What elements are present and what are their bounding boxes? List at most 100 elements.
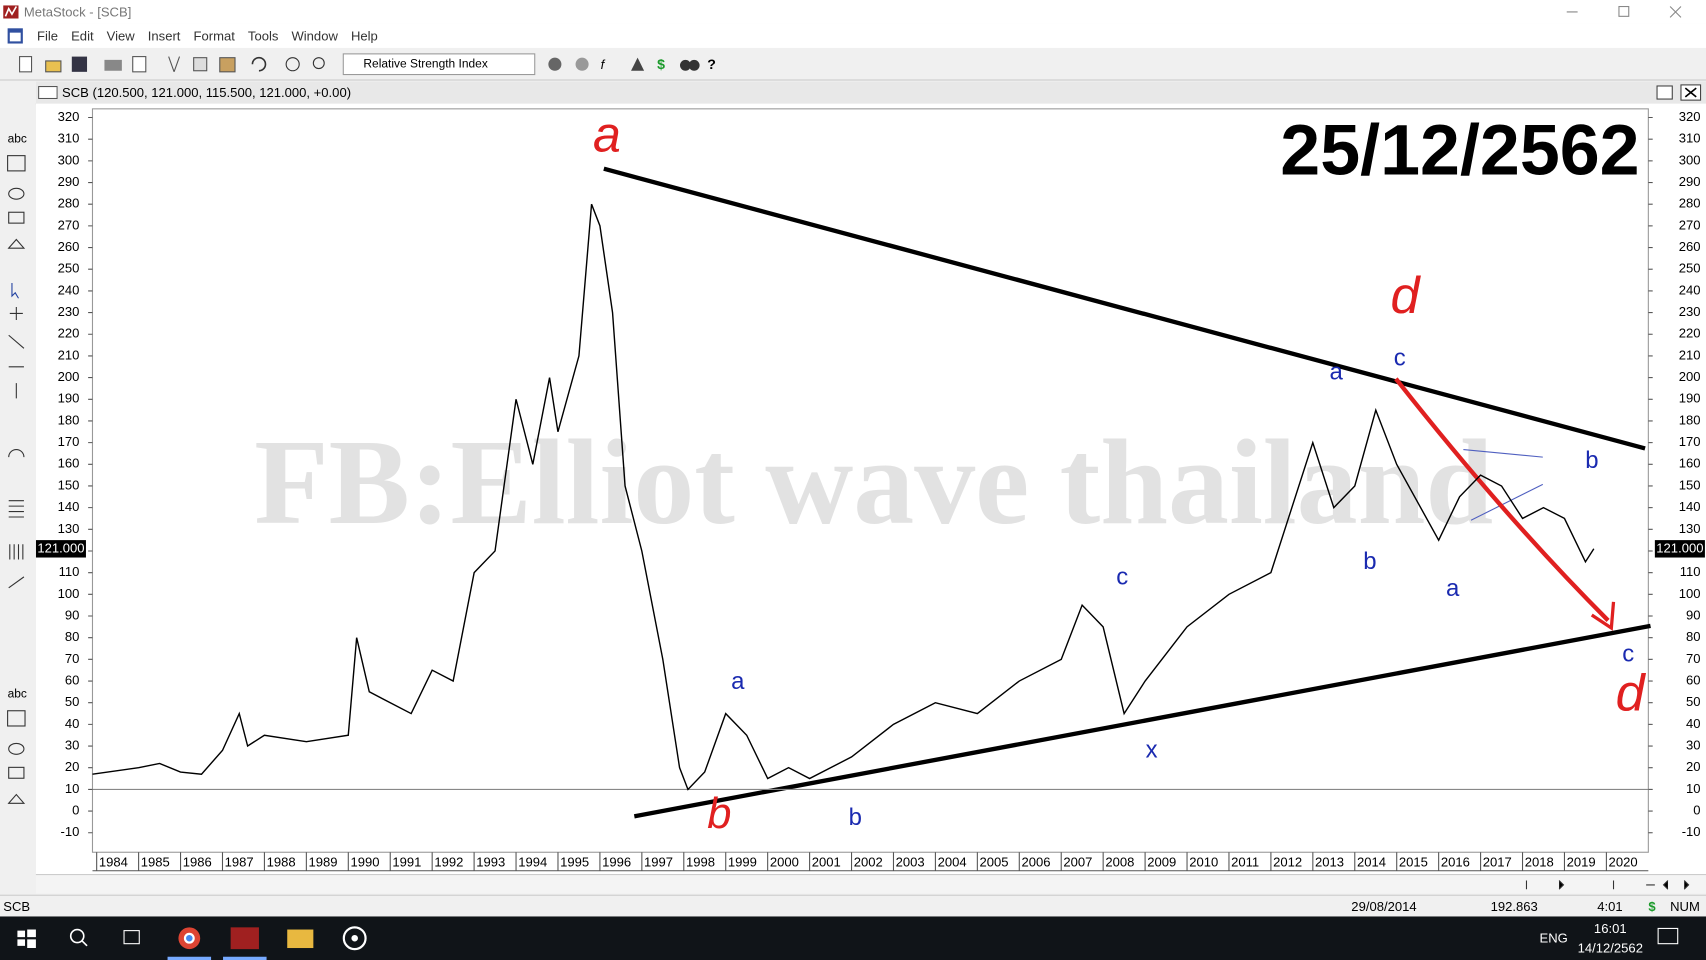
y-tick-label-right: 80 — [1686, 629, 1701, 644]
y-tick-label: 90 — [65, 607, 80, 622]
chart-header-text: SCB (120.500, 121.000, 115.500, 121.000,… — [62, 84, 352, 101]
y-tick-label: 320 — [58, 109, 80, 124]
indicator-dropdown[interactable]: Relative Strength Index — [342, 53, 536, 76]
y-tick-label: 240 — [58, 282, 80, 297]
y-tick-label: 310 — [58, 131, 80, 146]
forecast-arrow — [1394, 377, 1610, 622]
y-tick-label-right: 320 — [1679, 109, 1701, 124]
y-tick-label: 260 — [58, 239, 80, 254]
y-tick-label: 170 — [58, 434, 80, 449]
x-tick-label: 2018 — [1525, 855, 1554, 870]
menu-item[interactable]: Window — [291, 28, 338, 44]
drawing-tools[interactable]: abc abc — [0, 92, 33, 893]
menu-bar: File Edit View Insert Format Tools Window Help — [0, 23, 1706, 48]
y-tick-label: 300 — [58, 152, 80, 167]
y-tick-label: 250 — [58, 261, 80, 276]
x-tick-label: 1984 — [99, 855, 128, 870]
y-tick-label: 280 — [58, 196, 80, 211]
x-tick-label: 2001 — [812, 855, 841, 870]
x-tick-label: 1998 — [686, 855, 715, 870]
x-tick-label: 2005 — [980, 855, 1009, 870]
y-tick-label: 60 — [65, 672, 80, 687]
text-tool[interactable]: abc — [7, 132, 27, 146]
status-time: 4:01 — [1597, 899, 1623, 915]
x-tick-label: 2014 — [1357, 855, 1386, 870]
scroll-controls[interactable] — [1516, 877, 1706, 891]
x-tick-label: 2019 — [1567, 855, 1596, 870]
y-tick-label-right: 180 — [1679, 412, 1701, 427]
menu-item[interactable]: Insert — [147, 28, 181, 44]
status-mode: NUM — [1670, 899, 1700, 915]
x-tick-label: 2000 — [770, 855, 799, 870]
window-controls[interactable] — [1556, 0, 1706, 24]
status-date: 29/08/2014 — [1351, 899, 1417, 915]
x-tick-label: 1985 — [141, 855, 170, 870]
x-tick-label: 1991 — [392, 855, 421, 870]
x-tick-label: 2007 — [1063, 855, 1092, 870]
toolbar-icons[interactable] — [11, 53, 337, 75]
pattern-line — [1470, 483, 1544, 521]
x-tick-label: 1994 — [518, 855, 547, 870]
y-tick-label-right: 60 — [1686, 672, 1701, 687]
y-tick-label: 70 — [65, 651, 80, 666]
notifications[interactable] — [1654, 925, 1687, 951]
y-tick-label-right: 70 — [1686, 651, 1701, 666]
y-tick-label: 130 — [58, 521, 80, 536]
clock-date[interactable]: 14/12/2562 — [1577, 940, 1643, 956]
tool-icons[interactable] — [5, 152, 27, 805]
clock-time[interactable]: 16:01 — [1593, 920, 1627, 937]
wave-label: c — [1622, 641, 1634, 668]
x-tick-label: 1999 — [728, 855, 757, 870]
indicator-name: Relative Strength Index — [363, 57, 488, 71]
menu-item[interactable]: Tools — [247, 28, 279, 44]
menu-item[interactable]: Format — [193, 28, 235, 44]
taskbar-icons[interactable] — [0, 916, 392, 960]
y-tick-label-right: 0 — [1693, 803, 1700, 818]
x-tick-label: 2013 — [1315, 855, 1344, 870]
input-language[interactable]: ENG — [1539, 930, 1568, 946]
y-tick-label-right: 160 — [1679, 456, 1701, 471]
status-currency: $ — [1648, 899, 1656, 915]
y-tick-label: 270 — [58, 217, 80, 232]
toolbar-icons-2[interactable]: f $ ? — [544, 53, 740, 75]
x-tick-label: 2012 — [1273, 855, 1302, 870]
y-tick-label-right: 140 — [1679, 499, 1701, 514]
text-tool[interactable]: abc — [7, 687, 27, 701]
y-tick-label: 80 — [65, 629, 80, 644]
y-tick-label: 220 — [58, 326, 80, 341]
doc-icon — [7, 28, 23, 44]
x-tick-label: 2010 — [1189, 855, 1218, 870]
wave-label: a — [731, 668, 745, 695]
x-tick-label: 2009 — [1147, 855, 1176, 870]
menu-item[interactable]: File — [36, 28, 59, 44]
y-tick-label-right: 280 — [1679, 196, 1701, 211]
y-tick-label-right: 150 — [1679, 477, 1701, 492]
wave-label: a — [1330, 359, 1344, 386]
x-tick-label: 1995 — [560, 855, 589, 870]
wave-label: x — [1146, 736, 1158, 763]
y-tick-label: 150 — [58, 477, 80, 492]
wave-label: b — [707, 790, 731, 838]
upper-trendline — [603, 166, 1646, 451]
last-value-right-box — [1654, 540, 1705, 558]
menu-item[interactable]: View — [106, 28, 135, 44]
chart-window-controls[interactable] — [1655, 84, 1704, 101]
y-tick-label-right: 190 — [1679, 391, 1701, 406]
menu-item[interactable]: Help — [350, 28, 378, 44]
wave-label: b — [1363, 548, 1376, 575]
watermark: FB:Elliot wave thailand — [254, 415, 1493, 550]
y-tick-label-right: -10 — [1682, 824, 1701, 839]
y-tick-label-right: 300 — [1679, 152, 1701, 167]
menu-item[interactable]: Edit — [71, 28, 94, 44]
y-tick-label: 180 — [58, 412, 80, 427]
y-tick-label: 160 — [58, 456, 80, 471]
app-icon — [3, 5, 19, 19]
scrollbar[interactable] — [35, 874, 1706, 894]
y-tick-label-right: 100 — [1679, 586, 1701, 601]
y-tick-label-right: 110 — [1680, 564, 1701, 579]
y-tick-label: 290 — [58, 174, 80, 189]
wave-label: d — [1616, 664, 1647, 722]
y-tick-label: 110 — [59, 564, 80, 579]
